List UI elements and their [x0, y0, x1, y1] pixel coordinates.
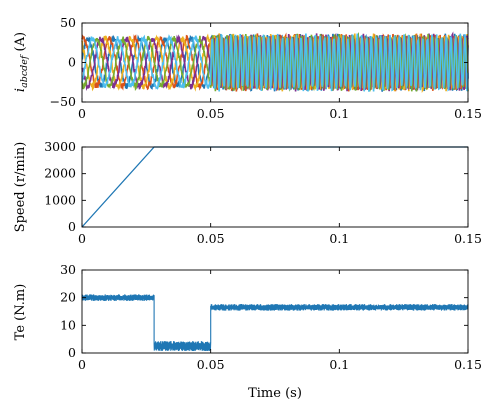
torque-y-tick-label: 0 — [68, 345, 76, 360]
currents-x-tick-label: 0.1 — [329, 106, 349, 121]
torque-y-label: Te (N.m) — [13, 284, 28, 341]
torque-y-tick-label: 20 — [60, 290, 76, 305]
torque-ticks: 0 0.05 0.1 0.15 0 10 20 30 — [60, 262, 482, 372]
speed-panel: 0 0.05 0.1 0.15 0 1000 2000 3000 Speed (r/min) — [13, 139, 482, 246]
speed-y-label: Speed (r/min) — [13, 142, 28, 233]
currents-y-label-sub: abcdef — [19, 54, 30, 88]
speed-ticks: 0 0.05 0.1 0.15 0 1000 2000 3000 — [44, 139, 482, 246]
speed-axes-frame — [81, 146, 469, 228]
speed-line — [81, 146, 468, 228]
speed-x-tick-label: 0.05 — [197, 231, 225, 246]
currents-y-label: iabcdef (A) — [13, 32, 30, 92]
time-x-label: Time (s) — [248, 386, 302, 401]
speed-y-tick-label: 2000 — [44, 166, 76, 181]
currents-y-tick-label: 0 — [68, 55, 76, 70]
currents-y-tick-label: −50 — [50, 94, 76, 109]
torque-y-tick-label: 30 — [60, 262, 76, 277]
currents-y-tick-label: 50 — [60, 15, 76, 30]
speed-y-tick-label: 1000 — [44, 192, 76, 207]
speed-plot-area — [81, 146, 468, 228]
torque-x-tick-label: 0.1 — [329, 357, 349, 372]
current-phase-6-line — [81, 33, 469, 92]
speed-x-tick-label: 0.15 — [454, 231, 482, 246]
torque-plot-area — [81, 294, 469, 352]
currents-y-label-main: i — [13, 88, 28, 92]
torque-panel: 0 0.05 0.1 0.15 0 10 20 30 Te (N.m) Time (s) — [13, 262, 482, 401]
currents-x-tick-label: 0 — [78, 106, 86, 121]
currents-x-tick-label: 0.05 — [197, 106, 225, 121]
torque-axes-frame — [81, 269, 469, 354]
speed-x-tick-label: 0 — [78, 231, 86, 246]
speed-y-tick-label: 0 — [68, 219, 76, 234]
speed-y-tick-label: 3000 — [44, 139, 76, 154]
speed-x-tick-label: 0.1 — [329, 231, 349, 246]
currents-x-tick-label: 0.15 — [454, 106, 482, 121]
torque-x-tick-label: 0 — [78, 357, 86, 372]
torque-line — [81, 294, 469, 352]
torque-y-tick-label: 10 — [60, 317, 76, 332]
torque-x-tick-label: 0.05 — [197, 357, 225, 372]
currents-y-label-unit: (A) — [13, 32, 28, 56]
torque-x-tick-label: 0.15 — [454, 357, 482, 372]
currents-plot-area — [81, 31, 469, 94]
